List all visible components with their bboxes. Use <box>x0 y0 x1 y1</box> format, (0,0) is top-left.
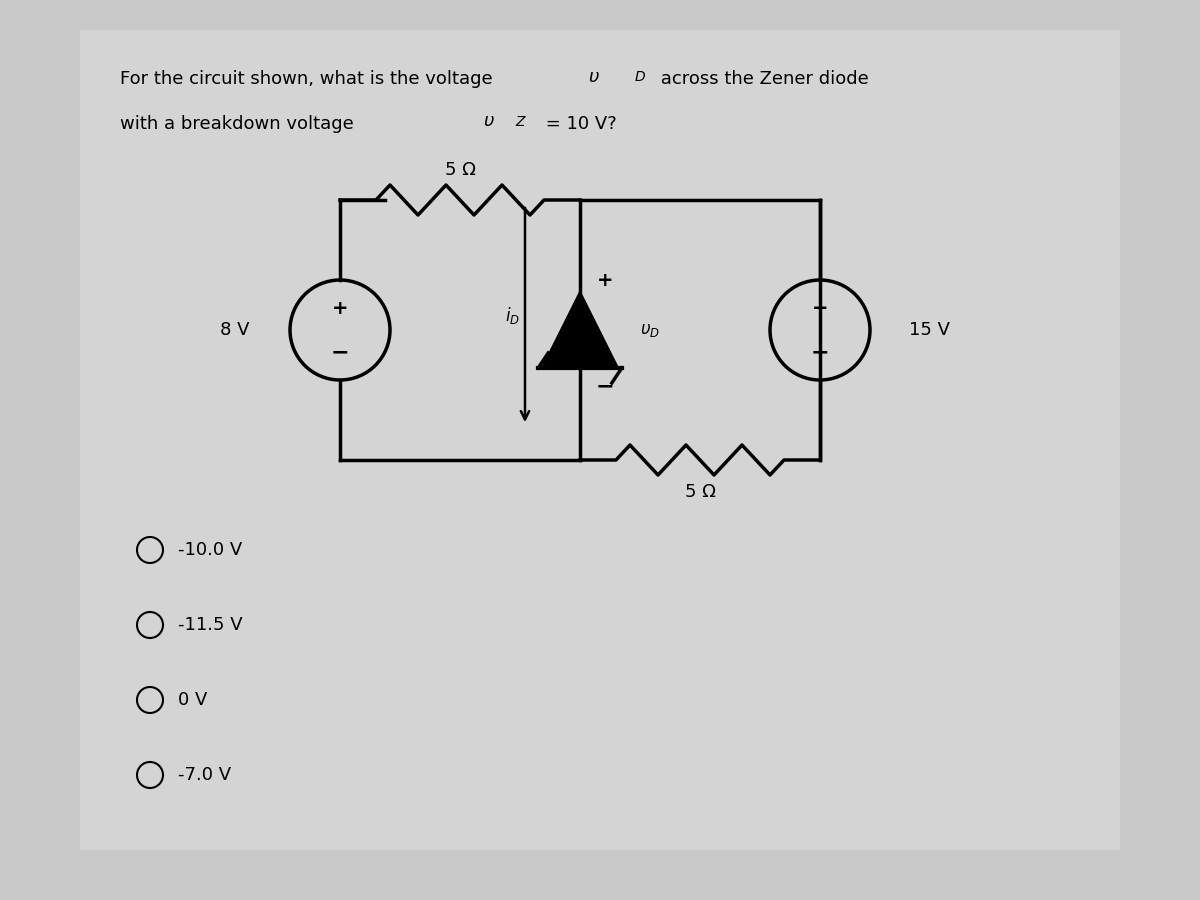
Text: $i_D$: $i_D$ <box>505 304 520 326</box>
Text: 5 Ω: 5 Ω <box>684 483 715 501</box>
Text: 5 Ω: 5 Ω <box>444 161 475 179</box>
Text: 0 V: 0 V <box>178 691 208 709</box>
Text: +: + <box>596 271 613 290</box>
Text: −: − <box>331 342 349 362</box>
Text: D: D <box>635 70 646 84</box>
Text: -11.5 V: -11.5 V <box>178 616 242 634</box>
Text: υ: υ <box>482 112 493 130</box>
Text: +: + <box>331 299 348 318</box>
Text: -10.0 V: -10.0 V <box>178 541 242 559</box>
Text: 15 V: 15 V <box>910 321 950 339</box>
FancyBboxPatch shape <box>80 30 1120 850</box>
Text: +: + <box>811 299 828 318</box>
Text: with a breakdown voltage: with a breakdown voltage <box>120 115 360 133</box>
Text: υ: υ <box>588 68 599 86</box>
Text: = 10 V?: = 10 V? <box>540 115 617 133</box>
Text: across the Zener diode: across the Zener diode <box>655 70 869 88</box>
Text: −: − <box>811 342 829 362</box>
Text: −: − <box>595 376 614 396</box>
Text: 8 V: 8 V <box>221 321 250 339</box>
Polygon shape <box>542 292 618 368</box>
Text: $\upsilon_D$: $\upsilon_D$ <box>640 321 660 339</box>
Text: Z: Z <box>515 115 524 129</box>
Text: -7.0 V: -7.0 V <box>178 766 232 784</box>
Text: For the circuit shown, what is the voltage: For the circuit shown, what is the volta… <box>120 70 498 88</box>
